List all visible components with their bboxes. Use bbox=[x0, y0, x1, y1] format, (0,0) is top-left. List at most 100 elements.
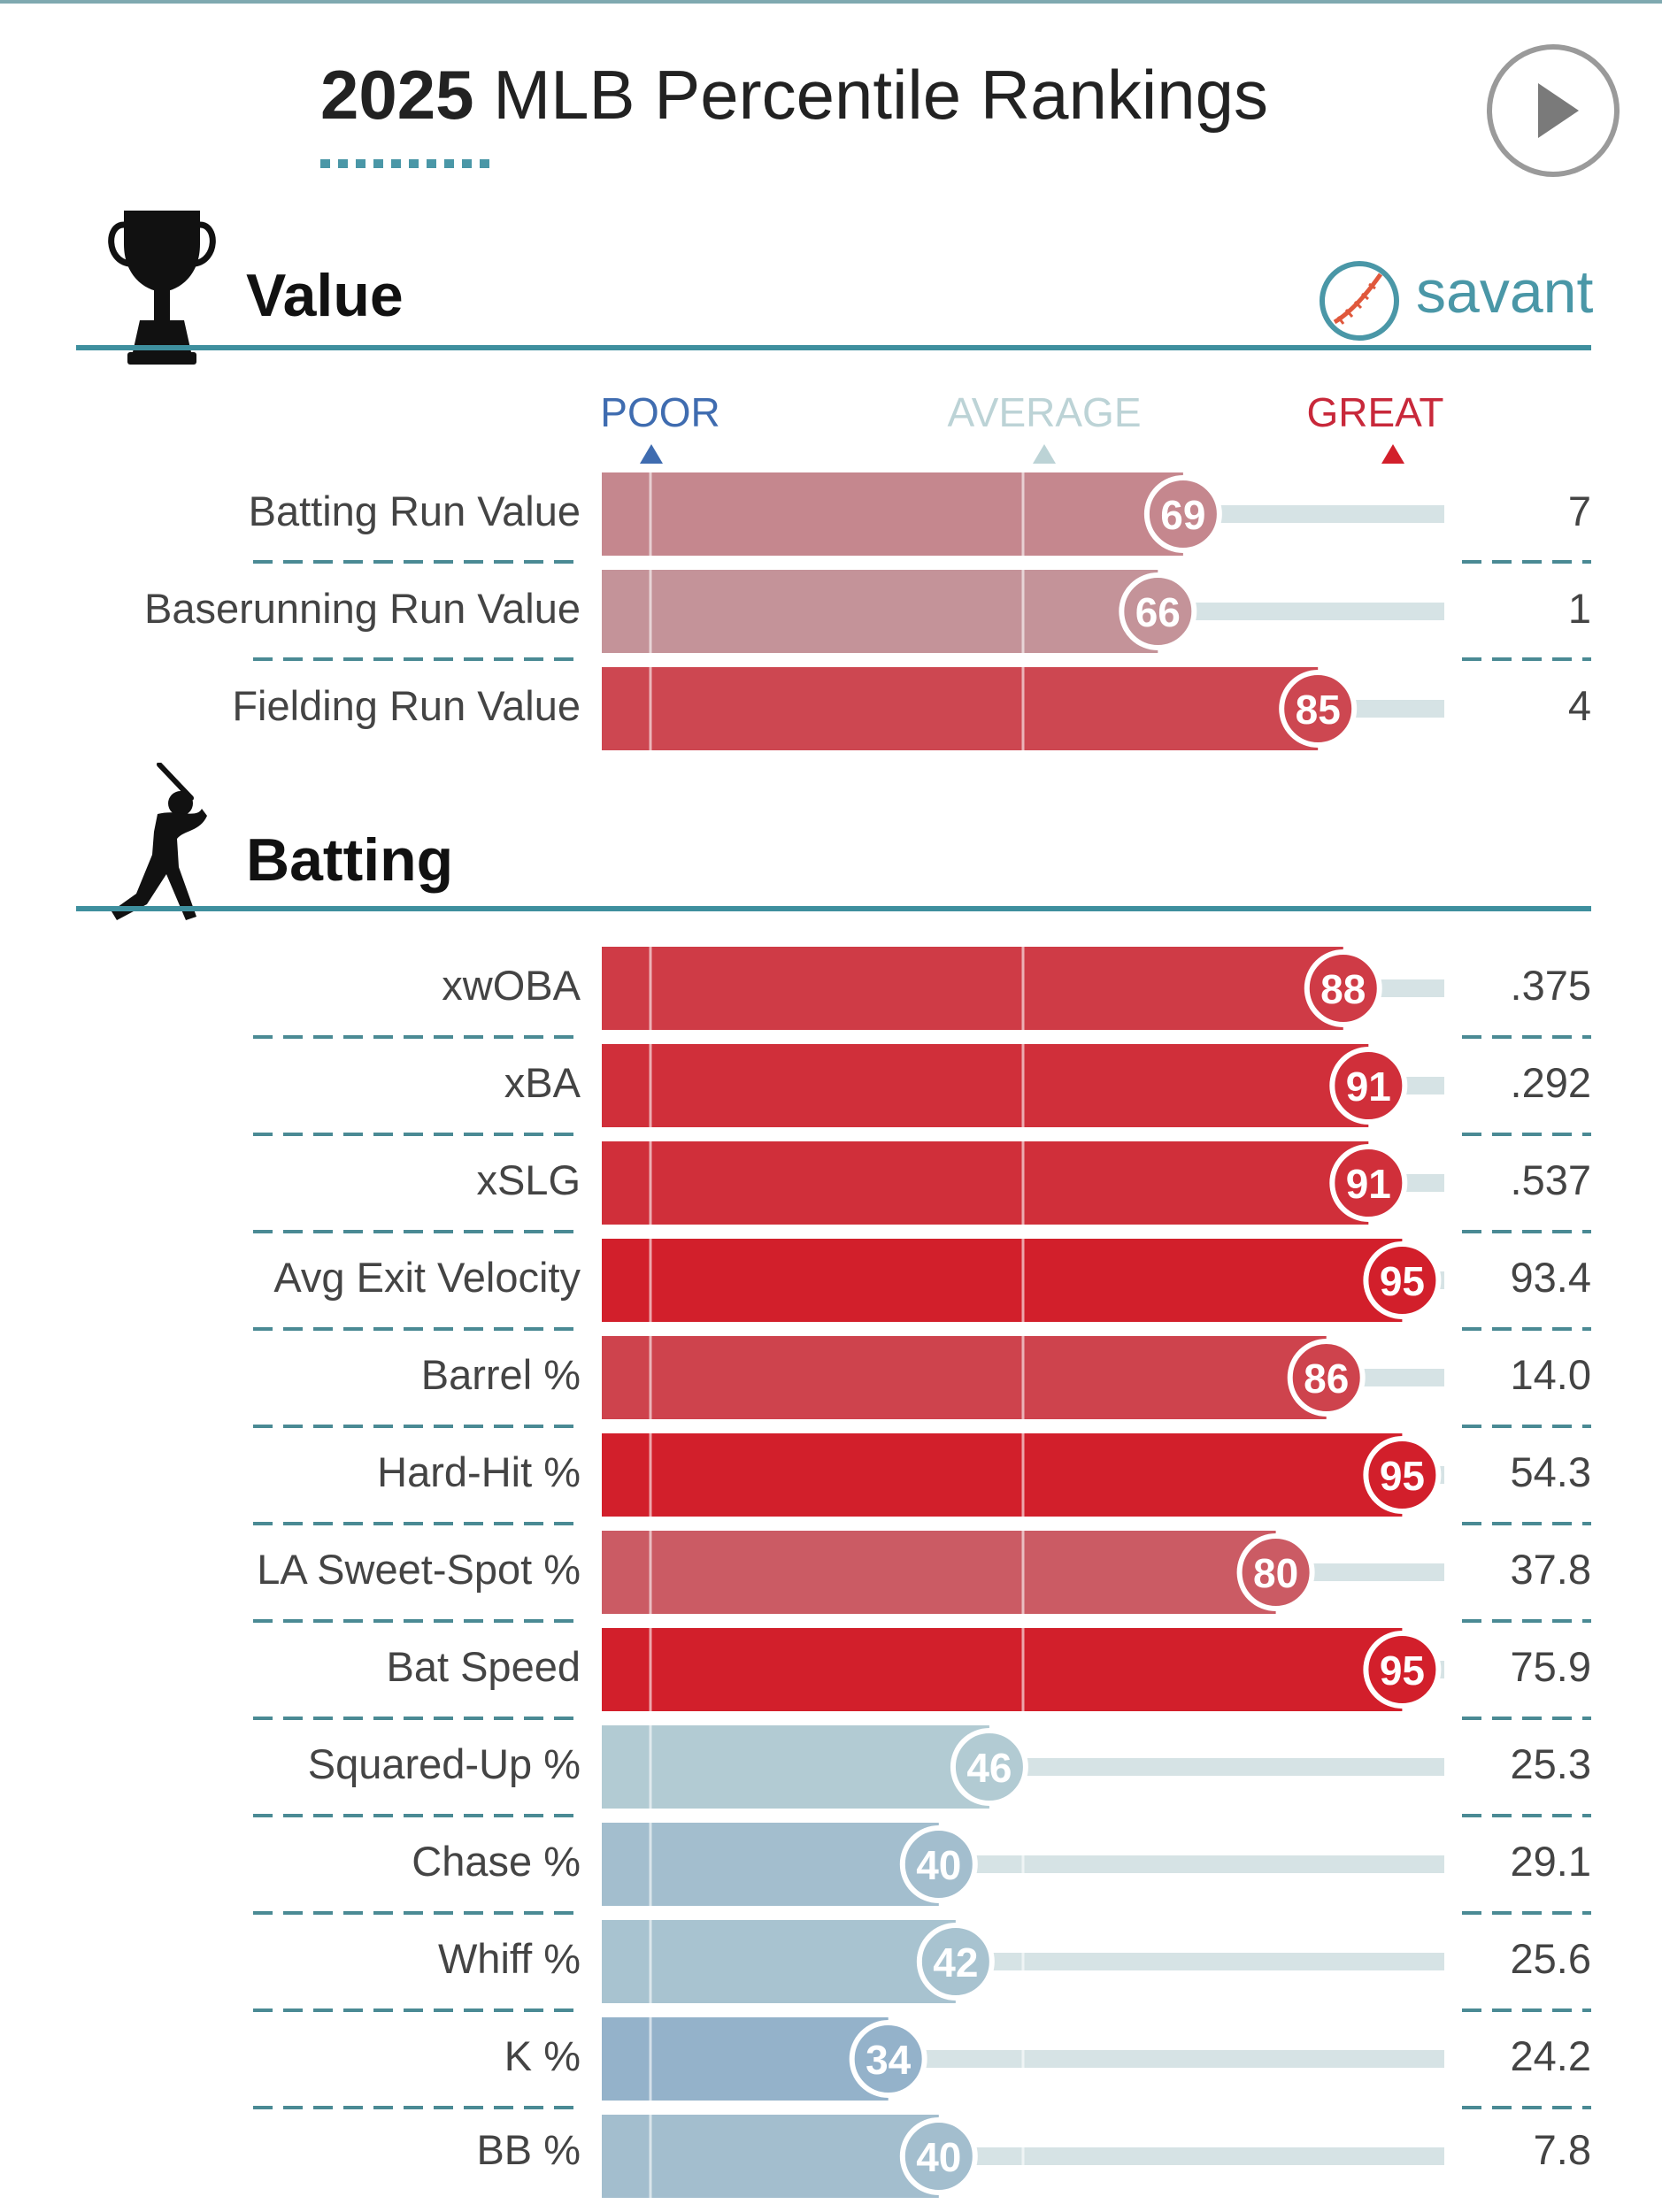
metric-label: xwOBA bbox=[442, 962, 581, 1009]
row-divider bbox=[1462, 1717, 1591, 1720]
metric-value: 14.0 bbox=[1510, 1351, 1591, 1398]
percentile-marker[interactable] bbox=[1329, 1144, 1408, 1222]
percentile-bar bbox=[602, 1823, 939, 1906]
metric-value: 29.1 bbox=[1510, 1838, 1591, 1885]
page-title: 2025 MLB Percentile Rankings bbox=[320, 55, 1268, 134]
track-remainder bbox=[1395, 1174, 1444, 1192]
row-divider bbox=[253, 1035, 581, 1039]
percentile-label: 88 bbox=[1320, 966, 1366, 1012]
percentile-marker[interactable] bbox=[1329, 1047, 1408, 1125]
metric-label: BB % bbox=[476, 2126, 581, 2173]
metric-value: 1 bbox=[1567, 585, 1591, 632]
track-remainder bbox=[965, 2147, 1444, 2165]
percentile-label: 91 bbox=[1346, 1161, 1391, 1207]
percentile-bar bbox=[602, 667, 1319, 750]
percentile-marker[interactable] bbox=[1287, 1339, 1366, 1417]
percentile-marker[interactable] bbox=[899, 1825, 978, 1903]
row-divider bbox=[253, 1911, 581, 1915]
great-arrow-icon bbox=[1381, 444, 1404, 464]
row-divider bbox=[1462, 1619, 1591, 1623]
row-divider bbox=[1462, 1911, 1591, 1915]
percentile-marker[interactable] bbox=[950, 1728, 1028, 1806]
row-divider bbox=[253, 1717, 581, 1720]
row-divider bbox=[253, 1619, 581, 1623]
row-divider bbox=[1462, 1230, 1591, 1233]
play-button[interactable] bbox=[1487, 44, 1620, 177]
percentile-marker[interactable] bbox=[1363, 1436, 1442, 1514]
metric-label: Hard-Hit % bbox=[377, 1448, 581, 1495]
metric-label: Avg Exit Velocity bbox=[273, 1254, 581, 1301]
percentile-marker[interactable] bbox=[1119, 572, 1197, 650]
percentile-marker[interactable] bbox=[849, 2020, 927, 2098]
metric-value: 25.3 bbox=[1510, 1740, 1591, 1787]
track-remainder bbox=[1015, 1758, 1444, 1776]
metric-label: Whiff % bbox=[437, 1935, 581, 1982]
metric-label: LA Sweet-Spot % bbox=[257, 1546, 581, 1593]
percentile-bar bbox=[602, 1531, 1276, 1614]
percentile-label: 69 bbox=[1160, 492, 1205, 538]
percentile-marker[interactable] bbox=[1304, 949, 1382, 1027]
track-remainder bbox=[965, 1855, 1444, 1873]
percentile-label: 95 bbox=[1380, 1258, 1425, 1304]
average-arrow-icon bbox=[1033, 444, 1056, 464]
row-divider bbox=[1462, 1814, 1591, 1817]
percentile-marker[interactable] bbox=[1143, 475, 1222, 553]
savant-logo-text: savant bbox=[1416, 258, 1594, 326]
row-divider bbox=[253, 1522, 581, 1525]
poor-arrow-icon bbox=[640, 444, 663, 464]
metric-label: K % bbox=[504, 2032, 581, 2079]
row-divider bbox=[1462, 1522, 1591, 1525]
percentile-bar bbox=[602, 2017, 889, 2101]
year-dropdown-underline[interactable] bbox=[320, 159, 494, 168]
metric-value: 7.8 bbox=[1533, 2126, 1591, 2173]
row-divider bbox=[253, 1814, 581, 1817]
track-remainder bbox=[1184, 603, 1444, 620]
metric-label: Barrel % bbox=[420, 1351, 581, 1398]
percentile-marker[interactable] bbox=[899, 2117, 978, 2195]
percentile-label: 66 bbox=[1135, 589, 1181, 635]
row-divider bbox=[1462, 1425, 1591, 1428]
title-text: MLB Percentile Rankings bbox=[473, 56, 1268, 134]
row-divider bbox=[253, 657, 581, 661]
track-remainder bbox=[914, 2050, 1444, 2068]
track-remainder bbox=[1369, 979, 1444, 997]
metric-label: xSLG bbox=[476, 1156, 581, 1203]
percentile-label: 46 bbox=[966, 1745, 1012, 1791]
metric-value: 25.6 bbox=[1510, 1935, 1591, 1982]
track-remainder bbox=[981, 1953, 1444, 1970]
section-title-batting: Batting bbox=[246, 826, 454, 894]
metric-label: Baserunning Run Value bbox=[144, 585, 581, 632]
metric-value: .292 bbox=[1510, 1059, 1591, 1106]
percentile-marker[interactable] bbox=[1363, 1631, 1442, 1709]
trophy-icon bbox=[108, 211, 216, 365]
scale-label-great: GREAT bbox=[1306, 389, 1444, 435]
metric-value: 37.8 bbox=[1510, 1546, 1591, 1593]
percentile-label: 34 bbox=[866, 2037, 912, 2083]
row-divider bbox=[1462, 2106, 1591, 2109]
percentile-label: 40 bbox=[916, 2134, 961, 2180]
row-divider bbox=[253, 2106, 581, 2109]
row-divider bbox=[253, 560, 581, 564]
percentile-marker[interactable] bbox=[1236, 1533, 1315, 1611]
metric-label: Bat Speed bbox=[386, 1643, 581, 1690]
scale-label-poor: POOR bbox=[600, 389, 720, 435]
metric-label: Squared-Up % bbox=[307, 1740, 581, 1787]
metric-value: 7 bbox=[1567, 488, 1591, 534]
percentile-bar bbox=[602, 1239, 1403, 1322]
percentile-label: 40 bbox=[916, 1842, 961, 1888]
percentile-marker[interactable] bbox=[1363, 1241, 1442, 1319]
track-remainder bbox=[1395, 1077, 1444, 1094]
percentile-marker[interactable] bbox=[916, 1923, 995, 2001]
row-divider bbox=[253, 1327, 581, 1331]
percentile-label: 95 bbox=[1380, 1647, 1425, 1694]
baseball-icon bbox=[1320, 261, 1399, 341]
play-icon bbox=[1538, 83, 1579, 138]
row-divider bbox=[1462, 657, 1591, 661]
percentile-label: 86 bbox=[1304, 1356, 1349, 1402]
row-divider bbox=[1462, 1327, 1591, 1331]
metric-value: .375 bbox=[1510, 962, 1591, 1009]
track-remainder bbox=[1209, 505, 1444, 523]
percentile-marker[interactable] bbox=[1279, 670, 1358, 748]
percentile-label: 42 bbox=[933, 1939, 978, 1985]
